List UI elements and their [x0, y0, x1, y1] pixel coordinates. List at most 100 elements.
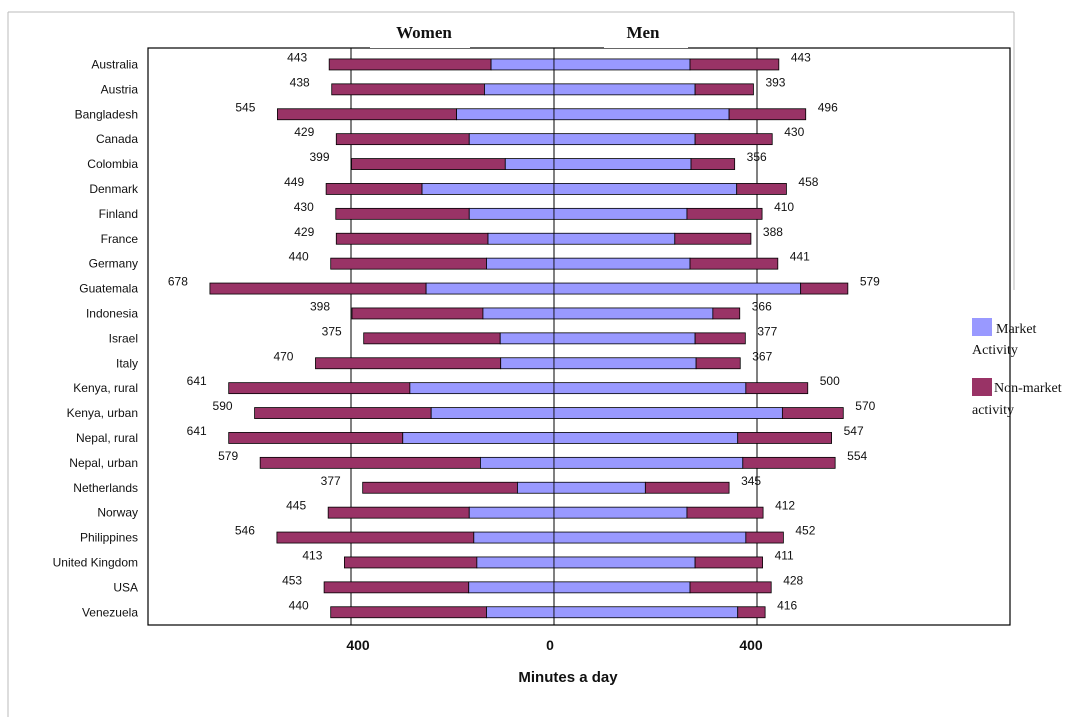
value-label-men-germany: 441 [790, 250, 810, 264]
bar-men-nonmarket-guatemala [800, 282, 849, 295]
bar-men-market-netherlands [553, 481, 646, 494]
bar-women-market-nepal-urban [480, 456, 555, 469]
bar-men-nonmarket-nepal-rural [737, 432, 833, 444]
bar-men-nonmarket-colombia [690, 158, 736, 170]
value-label-women-germany: 440 [289, 250, 309, 264]
bar-women-market-guatemala [425, 282, 555, 295]
bar-men-nonmarket-venezuela [737, 606, 766, 619]
value-label-women-austria: 438 [290, 75, 310, 89]
bar-women-nonmarket-norway [327, 506, 470, 519]
bar-women-market-france [487, 232, 555, 245]
bar-women-nonmarket-philippines [276, 531, 475, 544]
value-label-men-nepal-rural: 547 [844, 424, 864, 438]
legend-swatch-nonmarket [972, 378, 992, 396]
value-label-women-denmark: 449 [284, 175, 304, 189]
bar-men-nonmarket-finland [686, 207, 763, 220]
value-label-men-norway: 412 [775, 499, 795, 513]
bar-men-nonmarket-philippines [745, 531, 784, 544]
bar-women-nonmarket-venezuela [330, 606, 487, 619]
value-label-men-colombia: 356 [747, 150, 767, 164]
value-label-men-united-kingdom: 411 [775, 548, 794, 562]
bar-women-nonmarket-nepal-rural [228, 432, 404, 444]
value-label-men-netherlands: 345 [741, 474, 761, 488]
value-label-women-france: 429 [294, 225, 314, 239]
category-label-austria: Austria [101, 82, 139, 96]
bar-women-market-indonesia [482, 307, 555, 320]
category-label-australia: Australia [91, 57, 138, 71]
legend-swatch-market [972, 318, 992, 336]
bar-men-nonmarket-nepal-urban [742, 456, 836, 469]
value-label-women-indonesia: 398 [310, 299, 330, 313]
bar-women-nonmarket-france [335, 232, 489, 245]
panel-title-men: Men [626, 23, 660, 42]
value-label-men-finland: 410 [774, 200, 794, 214]
value-label-men-france: 388 [763, 225, 783, 239]
category-label-france: France [101, 232, 139, 246]
category-label-bangladesh: Bangladesh [75, 107, 138, 121]
category-label-germany: Germany [89, 257, 138, 271]
legend-label-nonmarket-line1: Non-market [994, 381, 1062, 396]
bar-women-nonmarket-netherlands [362, 481, 518, 494]
legend-label-nonmarket-line2: activity [972, 403, 1014, 418]
bar-men-nonmarket-austria [694, 83, 754, 96]
bar-women-market-canada [468, 133, 555, 146]
bar-women-market-netherlands [517, 481, 555, 494]
value-label-women-netherlands: 377 [321, 474, 341, 488]
category-labels: Australia Austria Bangladesh Canada Colombia… [53, 57, 139, 619]
bar-men-market-germany [553, 257, 691, 270]
value-label-men-bangladesh: 496 [818, 100, 838, 114]
bar-men-nonmarket-australia [689, 58, 780, 71]
bar-women-nonmarket-kenya-urban [254, 407, 432, 419]
bar-men-market-indonesia [553, 307, 714, 320]
bar-women-market-germany [486, 257, 555, 270]
value-label-women-philippines: 546 [235, 524, 255, 538]
bar-women-nonmarket-usa [323, 581, 470, 594]
bar-women-market-kenya-urban [430, 407, 555, 419]
bar-men-market-kenya-urban [553, 407, 783, 419]
value-labels: 443 443 438 393 545 496 429 430 399 356 449 458 430 4… [168, 50, 880, 612]
bar-men-market-guatemala [553, 282, 802, 295]
value-label-men-israel: 377 [757, 324, 777, 338]
bar-women-nonmarket-united-kingdom [344, 556, 478, 569]
bar-women-nonmarket-denmark [325, 183, 423, 195]
value-label-men-canada: 430 [784, 125, 804, 139]
bar-women-nonmarket-bangladesh [277, 108, 457, 121]
men-title-bg [604, 18, 688, 48]
bar-women-nonmarket-italy [315, 357, 502, 370]
value-label-women-united-kingdom: 413 [302, 548, 322, 562]
x-tick-right-400: 400 [739, 637, 763, 653]
bar-men-nonmarket-kenya-rural [745, 382, 809, 395]
value-label-women-bangladesh: 545 [235, 100, 255, 114]
bar-men-market-australia [553, 58, 691, 71]
bar-women-market-israel [499, 332, 555, 345]
bar-women-nonmarket-australia [328, 58, 492, 71]
women-title-bg [370, 18, 470, 48]
category-label-canada: Canada [96, 132, 138, 146]
value-label-men-usa: 428 [783, 573, 803, 587]
category-label-israel: Israel [109, 331, 138, 345]
bar-men-nonmarket-bangladesh [728, 108, 807, 121]
category-label-venezuela: Venezuela [82, 605, 138, 619]
value-label-women-colombia: 399 [309, 150, 329, 164]
bar-men-market-venezuela [553, 606, 739, 619]
bar-women-nonmarket-kenya-rural [228, 382, 411, 395]
bar-men-nonmarket-italy [695, 357, 741, 370]
category-label-netherlands: Netherlands [73, 481, 138, 495]
value-label-women-norway: 445 [286, 499, 306, 513]
bar-women-nonmarket-nepal-urban [259, 456, 481, 469]
panel-title-women: Women [396, 23, 452, 42]
bar-women-nonmarket-indonesia [351, 307, 484, 320]
bar-men-market-france [553, 232, 676, 245]
bar-women-nonmarket-finland [335, 207, 470, 220]
category-label-united-kingdom: United Kingdom [53, 555, 138, 569]
category-label-finland: Finland [99, 207, 138, 221]
bar-women-market-norway [468, 506, 555, 519]
bar-men-nonmarket-germany [689, 257, 779, 270]
bar-women-market-kenya-rural [409, 382, 555, 395]
bar-women-market-australia [490, 58, 555, 71]
bar-women-market-denmark [421, 183, 555, 195]
bar-men-nonmarket-usa [689, 581, 772, 594]
bar-men-market-israel [553, 332, 696, 345]
value-label-women-kenya-urban: 590 [213, 399, 233, 413]
bar-men-nonmarket-kenya-urban [781, 407, 844, 419]
